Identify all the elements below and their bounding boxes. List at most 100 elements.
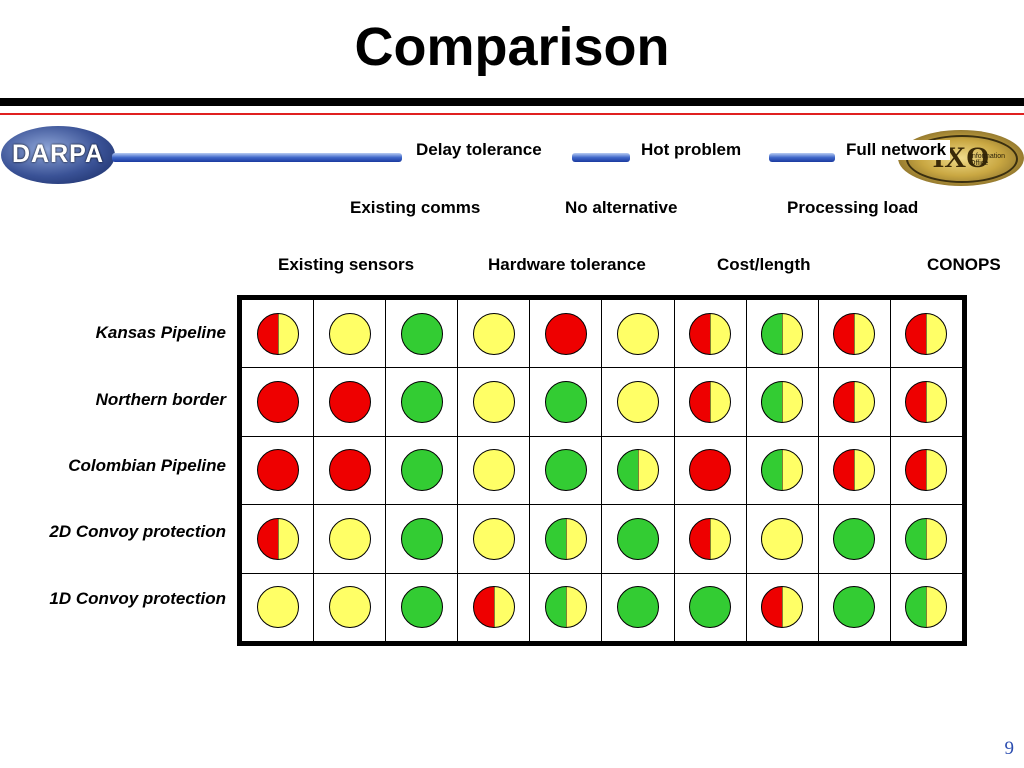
grid-cell <box>818 436 890 505</box>
status-dot-green <box>400 586 443 629</box>
grid-cell <box>458 368 530 436</box>
grid-cell <box>242 368 314 436</box>
status-dot-green-yellow <box>905 586 948 629</box>
status-dot-green <box>617 517 660 560</box>
grid-cell <box>530 505 602 573</box>
slide-title: Comparison <box>354 17 670 77</box>
status-dot-yellow <box>472 517 515 560</box>
header-bar-2 <box>572 153 630 162</box>
grid-cell <box>386 368 458 436</box>
darpa-logo: DARPA <box>1 126 115 184</box>
status-dot-green <box>544 381 587 424</box>
grid-cell <box>386 573 458 641</box>
grid-cell <box>818 505 890 573</box>
grid-cell <box>818 573 890 641</box>
grid-cell <box>458 505 530 573</box>
grid-cell <box>314 300 386 368</box>
status-dot-yellow <box>328 586 371 629</box>
title-divider-black <box>0 98 1024 106</box>
darpa-logo-text: DARPA <box>11 140 105 168</box>
grid-cell <box>674 505 746 573</box>
status-dot-red-yellow <box>256 312 299 355</box>
grid-cell <box>530 573 602 641</box>
grid-cell <box>674 573 746 641</box>
grid-cell <box>890 300 962 368</box>
status-dot-yellow <box>472 381 515 424</box>
status-dot-red-yellow <box>689 312 732 355</box>
grid-cell <box>242 436 314 505</box>
column-header-hardware-tolerance: Hardware tolerance <box>488 255 646 274</box>
status-dot-red <box>256 381 299 424</box>
grid-cell <box>314 505 386 573</box>
ixo-logo-small-text: Information Office <box>970 153 1006 167</box>
status-dot-green-yellow <box>761 449 804 492</box>
column-header-existing-sensors: Existing sensors <box>278 255 415 274</box>
status-dot-green-yellow <box>544 517 587 560</box>
grid-cell <box>602 436 674 505</box>
status-dot-green <box>689 586 732 629</box>
status-dot-red-yellow <box>905 449 948 492</box>
status-dot-red <box>256 449 299 492</box>
rating-grid <box>237 295 967 646</box>
grid-cell <box>386 505 458 573</box>
grid-cell <box>602 573 674 641</box>
grid-cell <box>602 300 674 368</box>
status-dot-green-yellow <box>617 449 660 492</box>
column-header-existing-comms: Existing comms <box>350 198 481 217</box>
status-dot-red <box>689 449 732 492</box>
column-header-hot-problem: Hot problem <box>637 140 746 160</box>
status-dot-red <box>328 449 371 492</box>
grid-cell <box>530 368 602 436</box>
grid-cell <box>890 505 962 573</box>
grid-cell <box>890 368 962 436</box>
grid-cell <box>818 368 890 436</box>
status-dot-red-yellow <box>689 517 732 560</box>
title-divider-red <box>0 113 1024 115</box>
status-dot-green <box>617 586 660 629</box>
column-header-cost-length: Cost/length <box>717 255 811 274</box>
status-dot-green-yellow <box>905 517 948 560</box>
status-dot-red <box>328 381 371 424</box>
status-dot-yellow <box>617 312 660 355</box>
status-dot-red-yellow <box>256 517 299 560</box>
column-header-delay-tolerance: Delay tolerance <box>412 140 546 160</box>
grid-cell <box>314 436 386 505</box>
grid-cell <box>314 368 386 436</box>
grid-cell <box>890 573 962 641</box>
grid-cell <box>458 573 530 641</box>
status-dot-red-yellow <box>833 449 876 492</box>
status-dot-red-yellow <box>689 381 732 424</box>
status-dot-yellow <box>328 312 371 355</box>
status-dot-yellow <box>256 586 299 629</box>
status-dot-red-yellow <box>905 312 948 355</box>
status-dot-red-yellow <box>833 312 876 355</box>
grid-cell <box>674 300 746 368</box>
status-dot-yellow <box>328 517 371 560</box>
grid-cell <box>890 436 962 505</box>
status-dot-red-yellow <box>761 586 804 629</box>
column-header-conops: CONOPS <box>927 255 1001 274</box>
grid-cell <box>746 573 818 641</box>
grid-cell <box>242 300 314 368</box>
column-header-processing-load: Processing load <box>787 198 919 217</box>
status-dot-green-yellow <box>544 586 587 629</box>
grid-cell <box>530 300 602 368</box>
status-dot-red-yellow <box>472 586 515 629</box>
grid-cell <box>746 368 818 436</box>
status-dot-green <box>400 517 443 560</box>
status-dot-green <box>833 517 876 560</box>
grid-cell <box>674 368 746 436</box>
row-label-northern-border: Northern border <box>95 390 226 409</box>
row-label-kansas-pipeline: Kansas Pipeline <box>95 323 226 342</box>
status-dot-green-yellow <box>761 381 804 424</box>
grid-cell <box>602 505 674 573</box>
grid-cell <box>746 300 818 368</box>
status-dot-yellow <box>472 449 515 492</box>
column-header-no-alternative: No alternative <box>565 198 678 217</box>
page-number: 9 <box>1004 738 1015 759</box>
status-dot-green <box>400 381 443 424</box>
grid-cell <box>818 300 890 368</box>
row-label-colombian-pipeline: Colombian Pipeline <box>68 456 226 475</box>
header-bar-3 <box>769 153 835 162</box>
grid-cell <box>602 368 674 436</box>
